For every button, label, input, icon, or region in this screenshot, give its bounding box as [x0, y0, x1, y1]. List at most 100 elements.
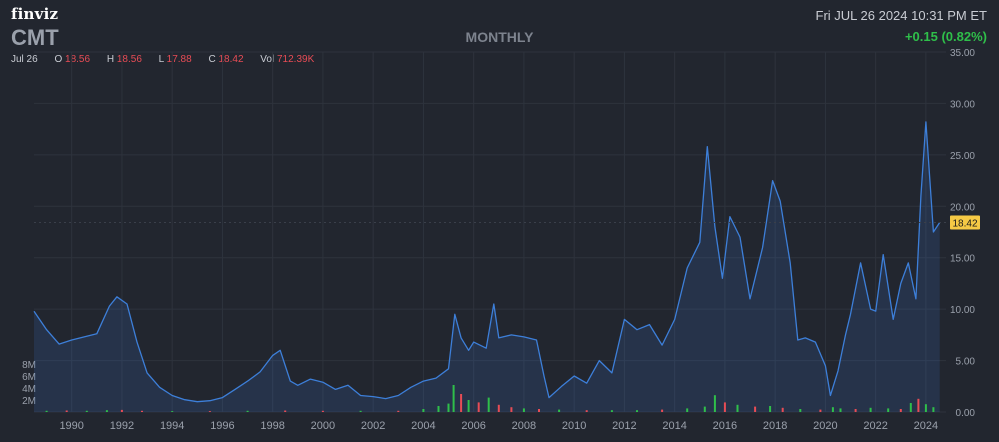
volume-bar [208, 411, 211, 412]
x-tick-label: 2010 [562, 420, 586, 432]
ohlc-low-value: 17.88 [166, 54, 192, 65]
volume-bar [460, 394, 463, 412]
volume-bar [120, 409, 123, 412]
volume-bar [558, 409, 561, 412]
volume-bar [487, 397, 490, 412]
volume-bar [467, 400, 470, 412]
volume-bar [510, 407, 513, 412]
volume-bar [781, 407, 784, 412]
y-tick-label: 0.00 [956, 408, 976, 419]
volume-bar [246, 410, 249, 412]
volume-bar [831, 407, 834, 412]
volume-bar [284, 410, 287, 412]
volume-bar [854, 409, 857, 412]
volume-bar [754, 406, 757, 412]
ticker-symbol: CMT [11, 25, 59, 50]
volume-bar [522, 408, 525, 412]
volume-bar [397, 410, 400, 412]
ohlc-open-value: 18.56 [65, 54, 91, 65]
x-tick-label: 1990 [59, 420, 83, 432]
x-tick-label: 2000 [311, 420, 335, 432]
volume-tick-label: 8M [22, 360, 36, 371]
volume-bar [452, 385, 455, 412]
x-tick-label: 2018 [763, 420, 787, 432]
ohlc-volume-value: 712.39K [276, 54, 315, 65]
volume-bar [497, 404, 500, 412]
volume-bar [85, 410, 88, 412]
price-line [33, 121, 941, 403]
volume-bar [477, 402, 480, 412]
x-tick-label: 2014 [662, 420, 686, 432]
volume-bar [917, 398, 920, 412]
x-tick-label: 2002 [361, 420, 385, 432]
y-tick-label: 35.00 [950, 48, 975, 59]
volume-bar [321, 410, 324, 412]
x-tick-label: 2012 [612, 420, 636, 432]
volume-bar [839, 408, 842, 412]
ohlc-close-label: C [208, 54, 216, 65]
x-tick-label: 2022 [863, 420, 887, 432]
y-tick-label: 5.00 [956, 357, 976, 368]
x-tick-label: 1994 [160, 420, 184, 432]
volume-bar [661, 409, 664, 412]
datetime-label: Fri JUL 26 2024 10:31 PM ET [815, 8, 988, 23]
x-tick-label: 1998 [260, 420, 284, 432]
volume-bar [932, 407, 935, 412]
y-tick-label: 20.00 [950, 202, 975, 213]
volume-bar [686, 408, 689, 412]
volume-bar [610, 410, 613, 412]
y-tick-label: 10.00 [950, 305, 975, 316]
volume-bar [141, 410, 143, 412]
ohlc-volume-label: Vol [260, 54, 275, 65]
volume-bar [713, 395, 716, 412]
ohlc-date: Jul 26 [11, 54, 38, 65]
volume-bar [899, 409, 902, 412]
volume-bar [105, 410, 108, 412]
volume-bar [924, 404, 927, 412]
ohlc-high-label: H [106, 54, 115, 65]
volume-bar [65, 410, 68, 412]
timeframe-label: MONTHLY [465, 29, 534, 45]
y-tick-label: 25.00 [950, 151, 975, 162]
x-tick-label: 2016 [713, 420, 737, 432]
ohlc-low-label: L [158, 54, 164, 65]
ohlc-open-label: O [54, 54, 63, 65]
volume-bar [447, 403, 450, 412]
volume-bar [359, 410, 362, 412]
ohlc-high-value: 18.56 [116, 54, 142, 65]
volume-bar [887, 408, 890, 412]
volume-bar [769, 406, 772, 412]
volume-bar [819, 409, 822, 412]
volume-tick-label: 2M [22, 396, 36, 407]
volume-bar [45, 410, 48, 412]
ohlc-close-value: 18.42 [218, 54, 244, 65]
x-tick-label: 2004 [411, 420, 435, 432]
y-tick-label: 15.00 [950, 254, 975, 265]
x-tick-label: 2024 [914, 420, 938, 432]
x-tick-label: 2020 [813, 420, 837, 432]
volume-tick-label: 6M [22, 372, 36, 383]
volume-bar [703, 406, 706, 412]
x-tick-label: 2006 [461, 420, 485, 432]
x-tick-label: 2008 [512, 420, 536, 432]
y-tick-label: 30.00 [950, 99, 975, 110]
volume-bar [437, 406, 440, 412]
finviz-logo[interactable]: finviz [11, 5, 59, 23]
volume-bar [909, 403, 912, 412]
volume-bar [585, 410, 588, 412]
volume-bar [799, 409, 802, 412]
volume-bar [171, 411, 174, 412]
last-price-label: 18.42 [952, 219, 977, 230]
price-area [34, 121, 940, 413]
ohlc-bar: Jul 26 O 18.56 H 18.56 L 17.88 C 18.42 V… [11, 54, 314, 65]
volume-bar [723, 402, 726, 412]
volume-bar [869, 407, 872, 412]
x-tick-label: 1992 [110, 420, 134, 432]
x-tick-label: 1996 [210, 420, 234, 432]
last-price-badge [950, 215, 980, 230]
volume-bar [422, 409, 425, 412]
price-change: +0.15 (0.82%) [904, 29, 987, 44]
volume-bar [636, 410, 638, 412]
volume-bar [538, 409, 540, 412]
